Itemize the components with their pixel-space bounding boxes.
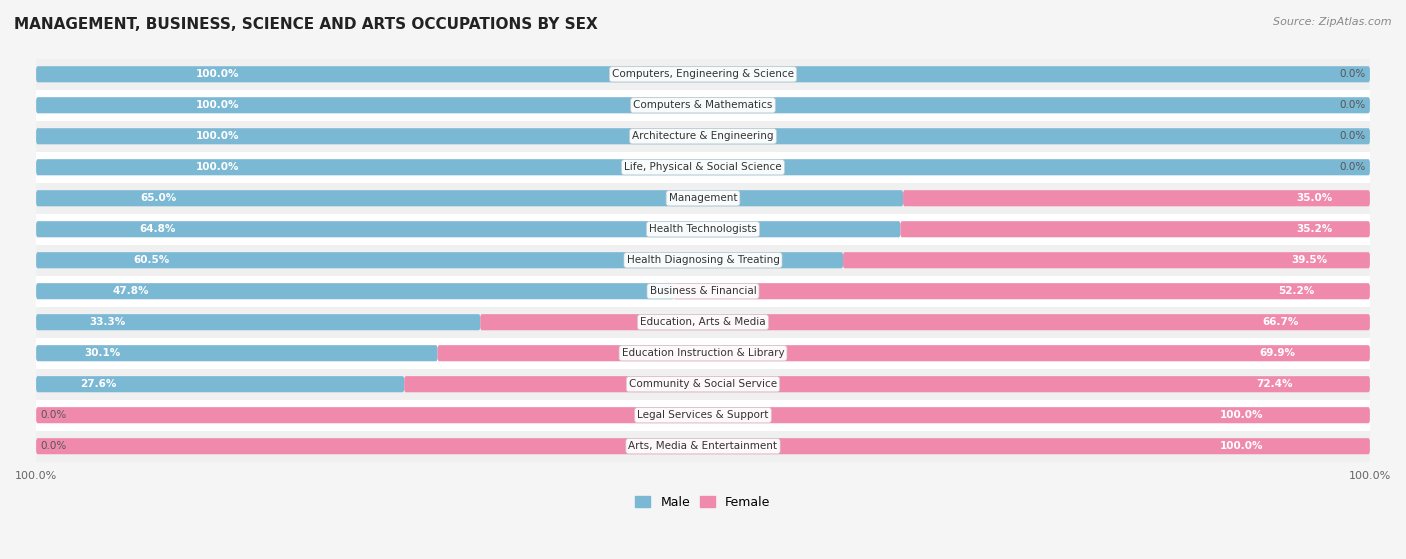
Bar — [10, 307, 1396, 338]
Text: 47.8%: 47.8% — [112, 286, 149, 296]
Bar — [10, 245, 1396, 276]
Text: Education Instruction & Library: Education Instruction & Library — [621, 348, 785, 358]
FancyBboxPatch shape — [673, 283, 1369, 299]
Text: Arts, Media & Entertainment: Arts, Media & Entertainment — [628, 441, 778, 451]
FancyBboxPatch shape — [37, 407, 1369, 423]
Bar — [10, 214, 1396, 245]
Text: 72.4%: 72.4% — [1256, 379, 1292, 389]
Bar — [10, 121, 1396, 151]
Text: Life, Physical & Social Science: Life, Physical & Social Science — [624, 162, 782, 172]
Bar — [10, 276, 1396, 307]
Text: 0.0%: 0.0% — [41, 410, 66, 420]
Legend: Male, Female: Male, Female — [630, 491, 776, 514]
Text: 100.0%: 100.0% — [197, 100, 239, 110]
FancyBboxPatch shape — [37, 221, 900, 238]
Text: 0.0%: 0.0% — [41, 441, 66, 451]
FancyBboxPatch shape — [37, 345, 437, 361]
FancyBboxPatch shape — [437, 345, 1369, 361]
Text: 60.5%: 60.5% — [134, 255, 169, 265]
Text: 52.2%: 52.2% — [1278, 286, 1315, 296]
FancyBboxPatch shape — [37, 66, 1369, 82]
FancyBboxPatch shape — [481, 314, 1369, 330]
Text: Community & Social Service: Community & Social Service — [628, 379, 778, 389]
Text: 27.6%: 27.6% — [80, 379, 117, 389]
Text: 35.0%: 35.0% — [1296, 193, 1333, 203]
Text: 100.0%: 100.0% — [1219, 410, 1263, 420]
Text: Architecture & Engineering: Architecture & Engineering — [633, 131, 773, 141]
FancyBboxPatch shape — [37, 190, 903, 206]
Text: Business & Financial: Business & Financial — [650, 286, 756, 296]
Bar — [10, 183, 1396, 214]
FancyBboxPatch shape — [37, 314, 481, 330]
Text: MANAGEMENT, BUSINESS, SCIENCE AND ARTS OCCUPATIONS BY SEX: MANAGEMENT, BUSINESS, SCIENCE AND ARTS O… — [14, 17, 598, 32]
FancyBboxPatch shape — [37, 128, 1369, 144]
Text: Computers & Mathematics: Computers & Mathematics — [633, 100, 773, 110]
Text: 0.0%: 0.0% — [1340, 162, 1365, 172]
Text: 100.0%: 100.0% — [1219, 441, 1263, 451]
Text: Management: Management — [669, 193, 737, 203]
FancyBboxPatch shape — [37, 283, 673, 299]
Text: 35.2%: 35.2% — [1296, 224, 1333, 234]
Text: 100.0%: 100.0% — [197, 69, 239, 79]
Bar — [10, 430, 1396, 462]
Text: 33.3%: 33.3% — [90, 317, 125, 327]
Text: Education, Arts & Media: Education, Arts & Media — [640, 317, 766, 327]
FancyBboxPatch shape — [903, 190, 1369, 206]
Text: 64.8%: 64.8% — [139, 224, 176, 234]
Text: 69.9%: 69.9% — [1260, 348, 1295, 358]
FancyBboxPatch shape — [37, 438, 1369, 454]
Text: 65.0%: 65.0% — [141, 193, 176, 203]
Bar — [10, 90, 1396, 121]
Text: 30.1%: 30.1% — [84, 348, 121, 358]
FancyBboxPatch shape — [37, 376, 405, 392]
Text: 100.0%: 100.0% — [197, 162, 239, 172]
FancyBboxPatch shape — [844, 252, 1369, 268]
Text: Health Diagnosing & Treating: Health Diagnosing & Treating — [627, 255, 779, 265]
Text: Legal Services & Support: Legal Services & Support — [637, 410, 769, 420]
FancyBboxPatch shape — [405, 376, 1369, 392]
Text: 0.0%: 0.0% — [1340, 69, 1365, 79]
FancyBboxPatch shape — [37, 97, 1369, 113]
Text: 0.0%: 0.0% — [1340, 131, 1365, 141]
Bar — [10, 59, 1396, 90]
Bar — [10, 338, 1396, 369]
Text: 0.0%: 0.0% — [1340, 100, 1365, 110]
Bar — [10, 369, 1396, 400]
FancyBboxPatch shape — [37, 159, 1369, 176]
Text: 66.7%: 66.7% — [1263, 317, 1299, 327]
Text: Computers, Engineering & Science: Computers, Engineering & Science — [612, 69, 794, 79]
Bar — [10, 400, 1396, 430]
Text: 39.5%: 39.5% — [1292, 255, 1327, 265]
Bar — [10, 151, 1396, 183]
Text: 100.0%: 100.0% — [197, 131, 239, 141]
Text: Source: ZipAtlas.com: Source: ZipAtlas.com — [1274, 17, 1392, 27]
FancyBboxPatch shape — [37, 252, 844, 268]
Text: Health Technologists: Health Technologists — [650, 224, 756, 234]
FancyBboxPatch shape — [900, 221, 1369, 238]
